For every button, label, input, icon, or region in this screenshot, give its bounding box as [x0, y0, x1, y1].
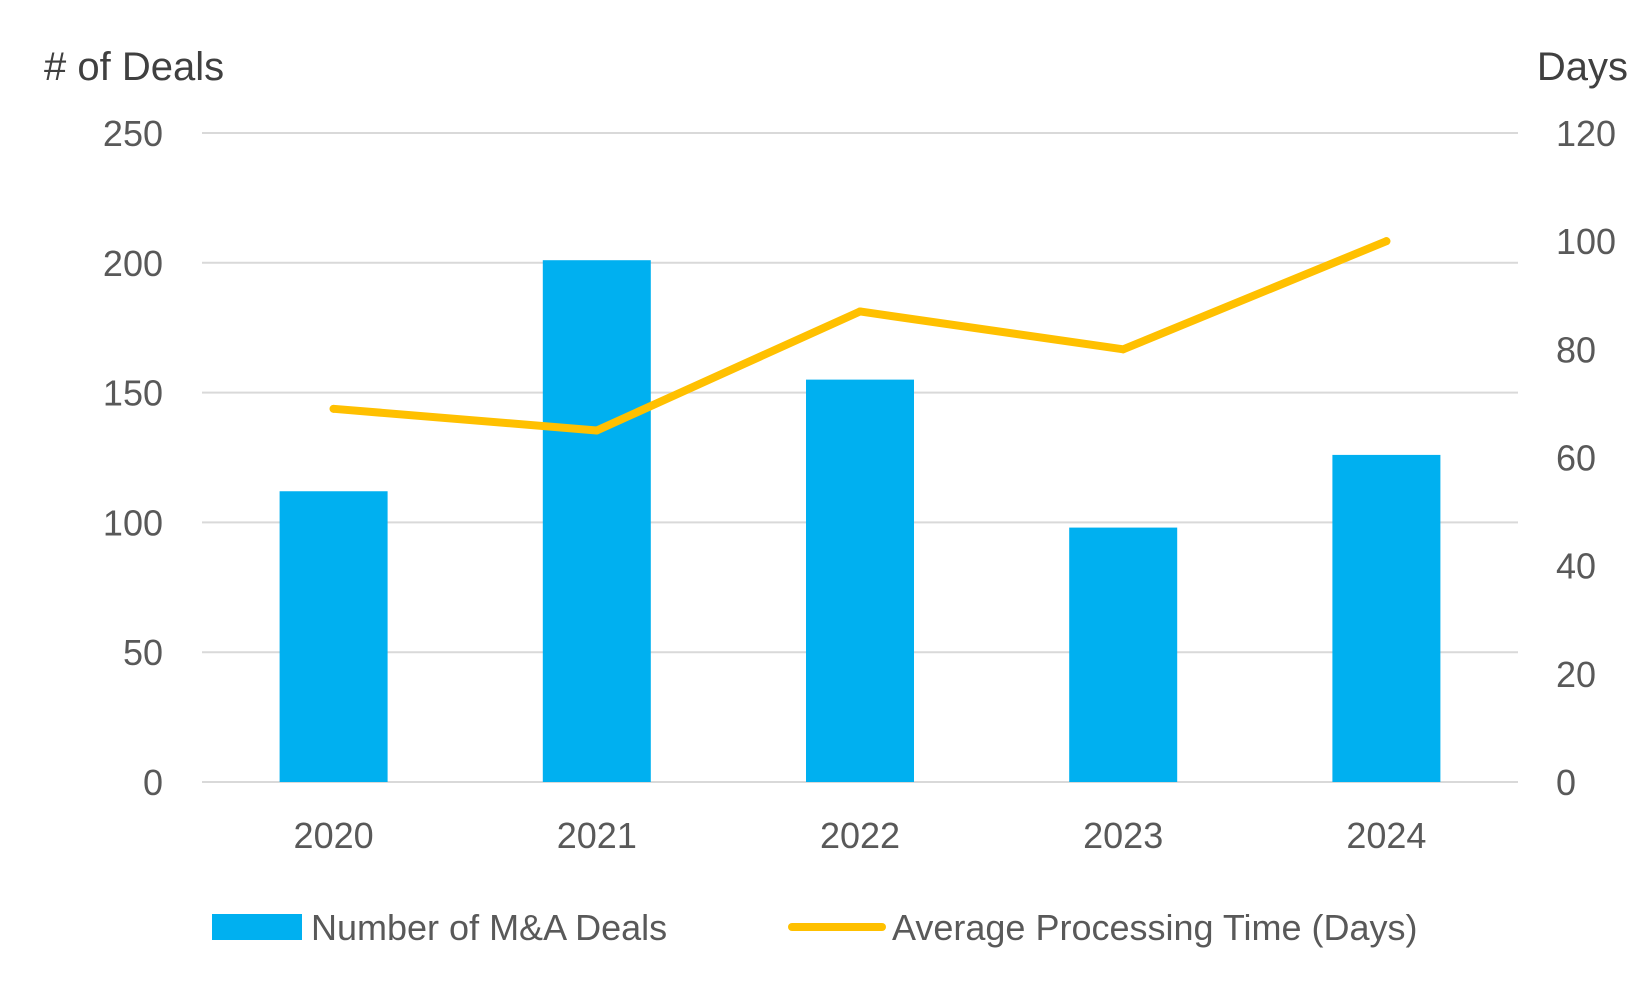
line-point-2021: [592, 426, 601, 435]
left-axis-tick-label: 100: [103, 502, 163, 543]
left-axis-tick-label: 150: [103, 373, 163, 414]
bar-2022: [806, 379, 914, 782]
legend-label-bars: Number of M&A Deals: [311, 907, 667, 948]
right-axis-ticks: 0 20 40 60 80 100 120: [1556, 113, 1616, 803]
legend-label-line: Average Processing Time (Days): [892, 907, 1418, 948]
line-point-2024: [1382, 237, 1391, 246]
line-point-2020: [329, 404, 338, 413]
right-axis-tick-label: 120: [1556, 113, 1616, 154]
x-axis-tick-label: 2024: [1346, 815, 1426, 856]
left-axis-tick-label: 50: [123, 632, 163, 673]
bar-2023: [1069, 527, 1178, 782]
x-axis-ticks: 2020 2021 2022 2023 2024: [294, 815, 1427, 856]
x-axis-tick-label: 2022: [820, 815, 900, 856]
legend: Number of M&A Deals Average Processing T…: [212, 907, 1418, 948]
left-axis-ticks: 0 50 100 150 200 250: [103, 113, 163, 803]
left-axis-tick-label: 0: [143, 762, 163, 803]
left-axis-title: # of Deals: [44, 45, 224, 89]
right-axis-tick-label: 60: [1556, 438, 1596, 479]
right-axis-title: Days: [1537, 45, 1628, 89]
line-series: [329, 237, 1391, 435]
right-axis-tick-label: 20: [1556, 654, 1596, 695]
right-axis-tick-label: 100: [1556, 221, 1616, 262]
right-axis-tick-label: 0: [1556, 762, 1576, 803]
bar-2020: [279, 491, 388, 782]
line-point-2023: [1119, 345, 1128, 354]
x-axis-tick-label: 2021: [557, 815, 637, 856]
x-axis-tick-label: 2020: [294, 815, 374, 856]
right-axis-tick-label: 80: [1556, 329, 1596, 370]
x-axis-tick-label: 2023: [1083, 815, 1163, 856]
left-axis-tick-label: 200: [103, 243, 163, 284]
left-axis-tick-label: 250: [103, 113, 163, 154]
bar-2024: [1332, 454, 1441, 782]
line-point-2022: [856, 307, 864, 316]
bar-series: [279, 260, 1441, 783]
right-axis-tick-label: 40: [1556, 546, 1596, 587]
legend-swatch-bars: [212, 914, 302, 940]
bar-2021: [542, 260, 651, 783]
